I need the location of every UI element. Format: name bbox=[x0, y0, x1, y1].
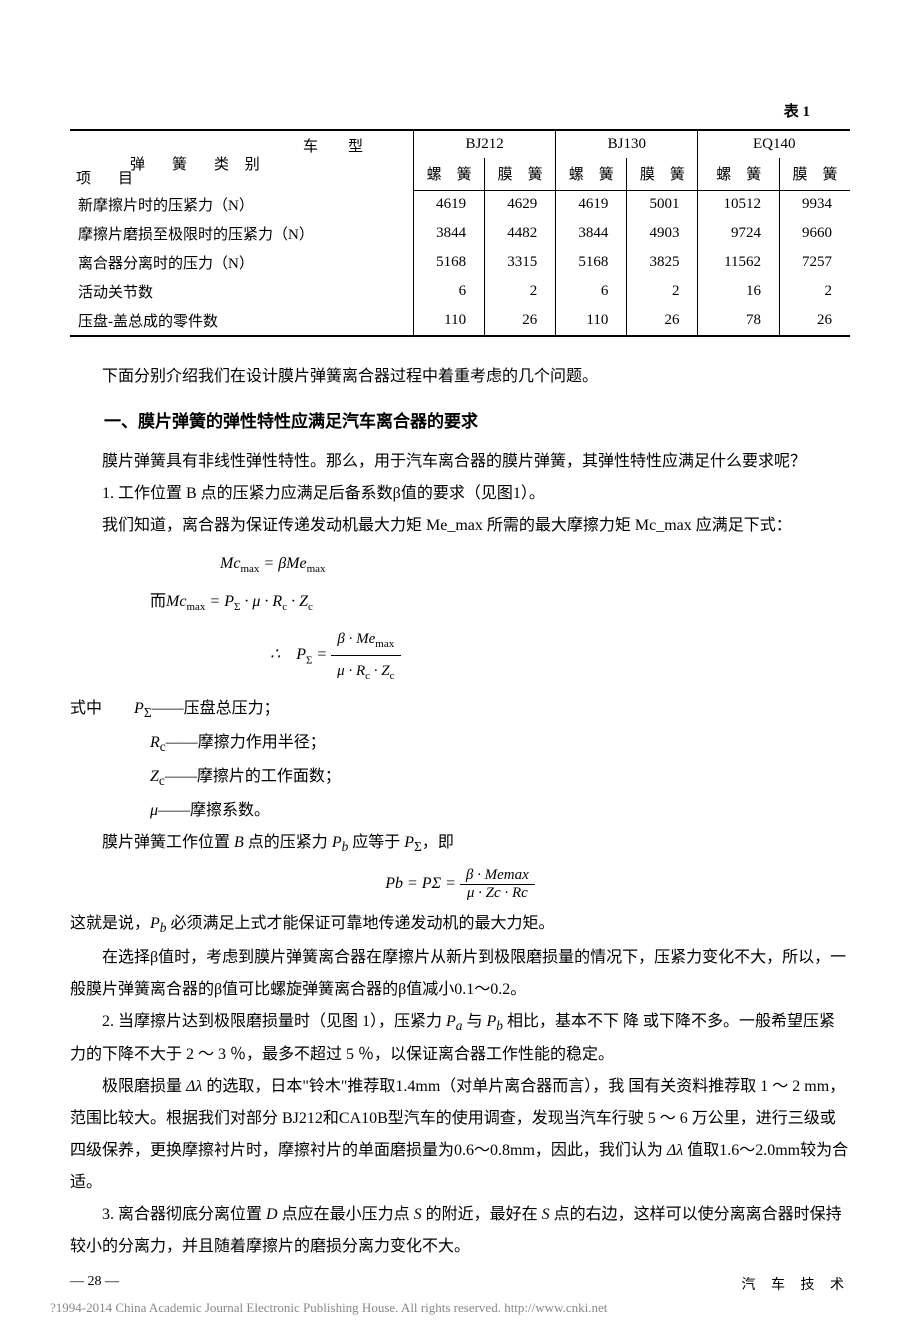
paragraph: 极限磨损量 Δλ 的选取，日本"铃木"推荐取1.4mm（对单片离合器而言），我 … bbox=[70, 1071, 850, 1199]
col-sub: 膜 簧 bbox=[485, 158, 556, 190]
col-sub: 螺 簧 bbox=[698, 158, 780, 190]
paragraph: 2. 当摩擦片达到极限磨损量时（见图 1），压紧力 Pa 与 Pb 相比，基本不… bbox=[70, 1006, 850, 1072]
data-cell: 10512 bbox=[698, 190, 780, 219]
journal-name: 汽 车 技 术 bbox=[742, 1274, 851, 1294]
formula-block: Mcmax = βMemax bbox=[220, 548, 850, 580]
section-heading: 一、膜片弹簧的弹性特性应满足汽车离合器的要求 bbox=[70, 407, 850, 432]
data-cell: 3844 bbox=[414, 219, 485, 248]
data-cell: 9934 bbox=[780, 190, 850, 219]
data-cell: 6 bbox=[556, 277, 627, 306]
data-cell: 9660 bbox=[780, 219, 850, 248]
row-label: 活动关节数 bbox=[70, 277, 414, 306]
data-cell: 2 bbox=[627, 277, 698, 306]
data-cell: 26 bbox=[627, 306, 698, 336]
data-cell: 78 bbox=[698, 306, 780, 336]
data-cell: 4619 bbox=[414, 190, 485, 219]
page-footer: — 28 — 汽 车 技 术 bbox=[70, 1274, 850, 1294]
data-cell: 4619 bbox=[556, 190, 627, 219]
copyright-text: ?1994-2014 China Academic Journal Electr… bbox=[50, 1300, 870, 1316]
table-corner: 车 型 弹 簧 类 别 项 目 bbox=[70, 130, 414, 190]
col-sub: 膜 簧 bbox=[627, 158, 698, 190]
data-cell: 3825 bbox=[627, 248, 698, 277]
table-caption: 表 1 bbox=[70, 100, 810, 121]
col-group: BJ212 bbox=[414, 130, 556, 158]
data-cell: 110 bbox=[556, 306, 627, 336]
data-cell: 7257 bbox=[780, 248, 850, 277]
col-group: EQ140 bbox=[698, 130, 850, 158]
page-number: — 28 — bbox=[70, 1274, 119, 1290]
intro-text: 下面分别介绍我们在设计膜片弹簧离合器过程中着重考虑的几个问题。 bbox=[70, 361, 850, 393]
formula-block: ∴ PΣ = β · Memax μ · Rc · Zc bbox=[270, 624, 850, 687]
col-group: BJ130 bbox=[556, 130, 698, 158]
data-cell: 2 bbox=[485, 277, 556, 306]
data-cell: 3844 bbox=[556, 219, 627, 248]
col-sub: 螺 簧 bbox=[414, 158, 485, 190]
data-cell: 4629 bbox=[485, 190, 556, 219]
data-cell: 26 bbox=[780, 306, 850, 336]
data-cell: 5168 bbox=[414, 248, 485, 277]
row-label: 新摩擦片时的压紧力（N） bbox=[70, 190, 414, 219]
data-cell: 5001 bbox=[627, 190, 698, 219]
row-label: 压盘-盖总成的零件数 bbox=[70, 306, 414, 336]
paragraph: 在选择β值时，考虑到膜片弹簧离合器在摩擦片从新片到极限磨损量的情况下，压紧力变化… bbox=[70, 942, 850, 1006]
paragraph: 3. 离合器彻底分离位置 D 点应在最小压力点 S 的附近，最好在 S 点的右边… bbox=[70, 1199, 850, 1263]
data-table: 车 型 弹 簧 类 别 项 目 BJ212 BJ130 EQ140 螺 簧 膜 … bbox=[70, 129, 850, 337]
paragraph: 膜片弹簧具有非线性弹性特性。那么，用于汽车离合器的膜片弹簧，其弹性特性应满足什么… bbox=[70, 446, 850, 478]
paragraph: 这就是说，Pb 必须满足上式才能保证可靠地传递发动机的最大力矩。 bbox=[70, 908, 850, 942]
data-cell: 4482 bbox=[485, 219, 556, 248]
data-cell: 11562 bbox=[698, 248, 780, 277]
col-sub: 膜 簧 bbox=[780, 158, 850, 190]
data-cell: 4903 bbox=[627, 219, 698, 248]
data-cell: 3315 bbox=[485, 248, 556, 277]
data-cell: 5168 bbox=[556, 248, 627, 277]
data-cell: 2 bbox=[780, 277, 850, 306]
paragraph: 膜片弹簧工作位置 B 点的压紧力 Pb 应等于 PΣ，即 bbox=[70, 827, 850, 861]
row-label: 摩擦片磨损至极限时的压紧力（N） bbox=[70, 219, 414, 248]
paragraph: 我们知道，离合器为保证传递发动机最大力矩 Me_max 所需的最大摩擦力矩 Mc… bbox=[70, 510, 850, 542]
data-cell: 16 bbox=[698, 277, 780, 306]
data-cell: 110 bbox=[414, 306, 485, 336]
paragraph: 1. 工作位置 B 点的压紧力应满足后备系数β值的要求（见图1）。 bbox=[70, 478, 850, 510]
data-cell: 6 bbox=[414, 277, 485, 306]
data-cell: 26 bbox=[485, 306, 556, 336]
formula-block: 而Mcmax = PΣ · μ · Rc · Zc bbox=[150, 586, 850, 618]
data-cell: 9724 bbox=[698, 219, 780, 248]
row-label: 离合器分离时的压力（N） bbox=[70, 248, 414, 277]
col-sub: 螺 簧 bbox=[556, 158, 627, 190]
formula-block: Pb = PΣ = β · Memax μ · Zc · Rc bbox=[70, 867, 850, 902]
variable-definitions: 式中 PΣ——压盘总压力； Rc——摩擦力作用半径； Zc——摩擦片的工作面数；… bbox=[70, 693, 850, 827]
